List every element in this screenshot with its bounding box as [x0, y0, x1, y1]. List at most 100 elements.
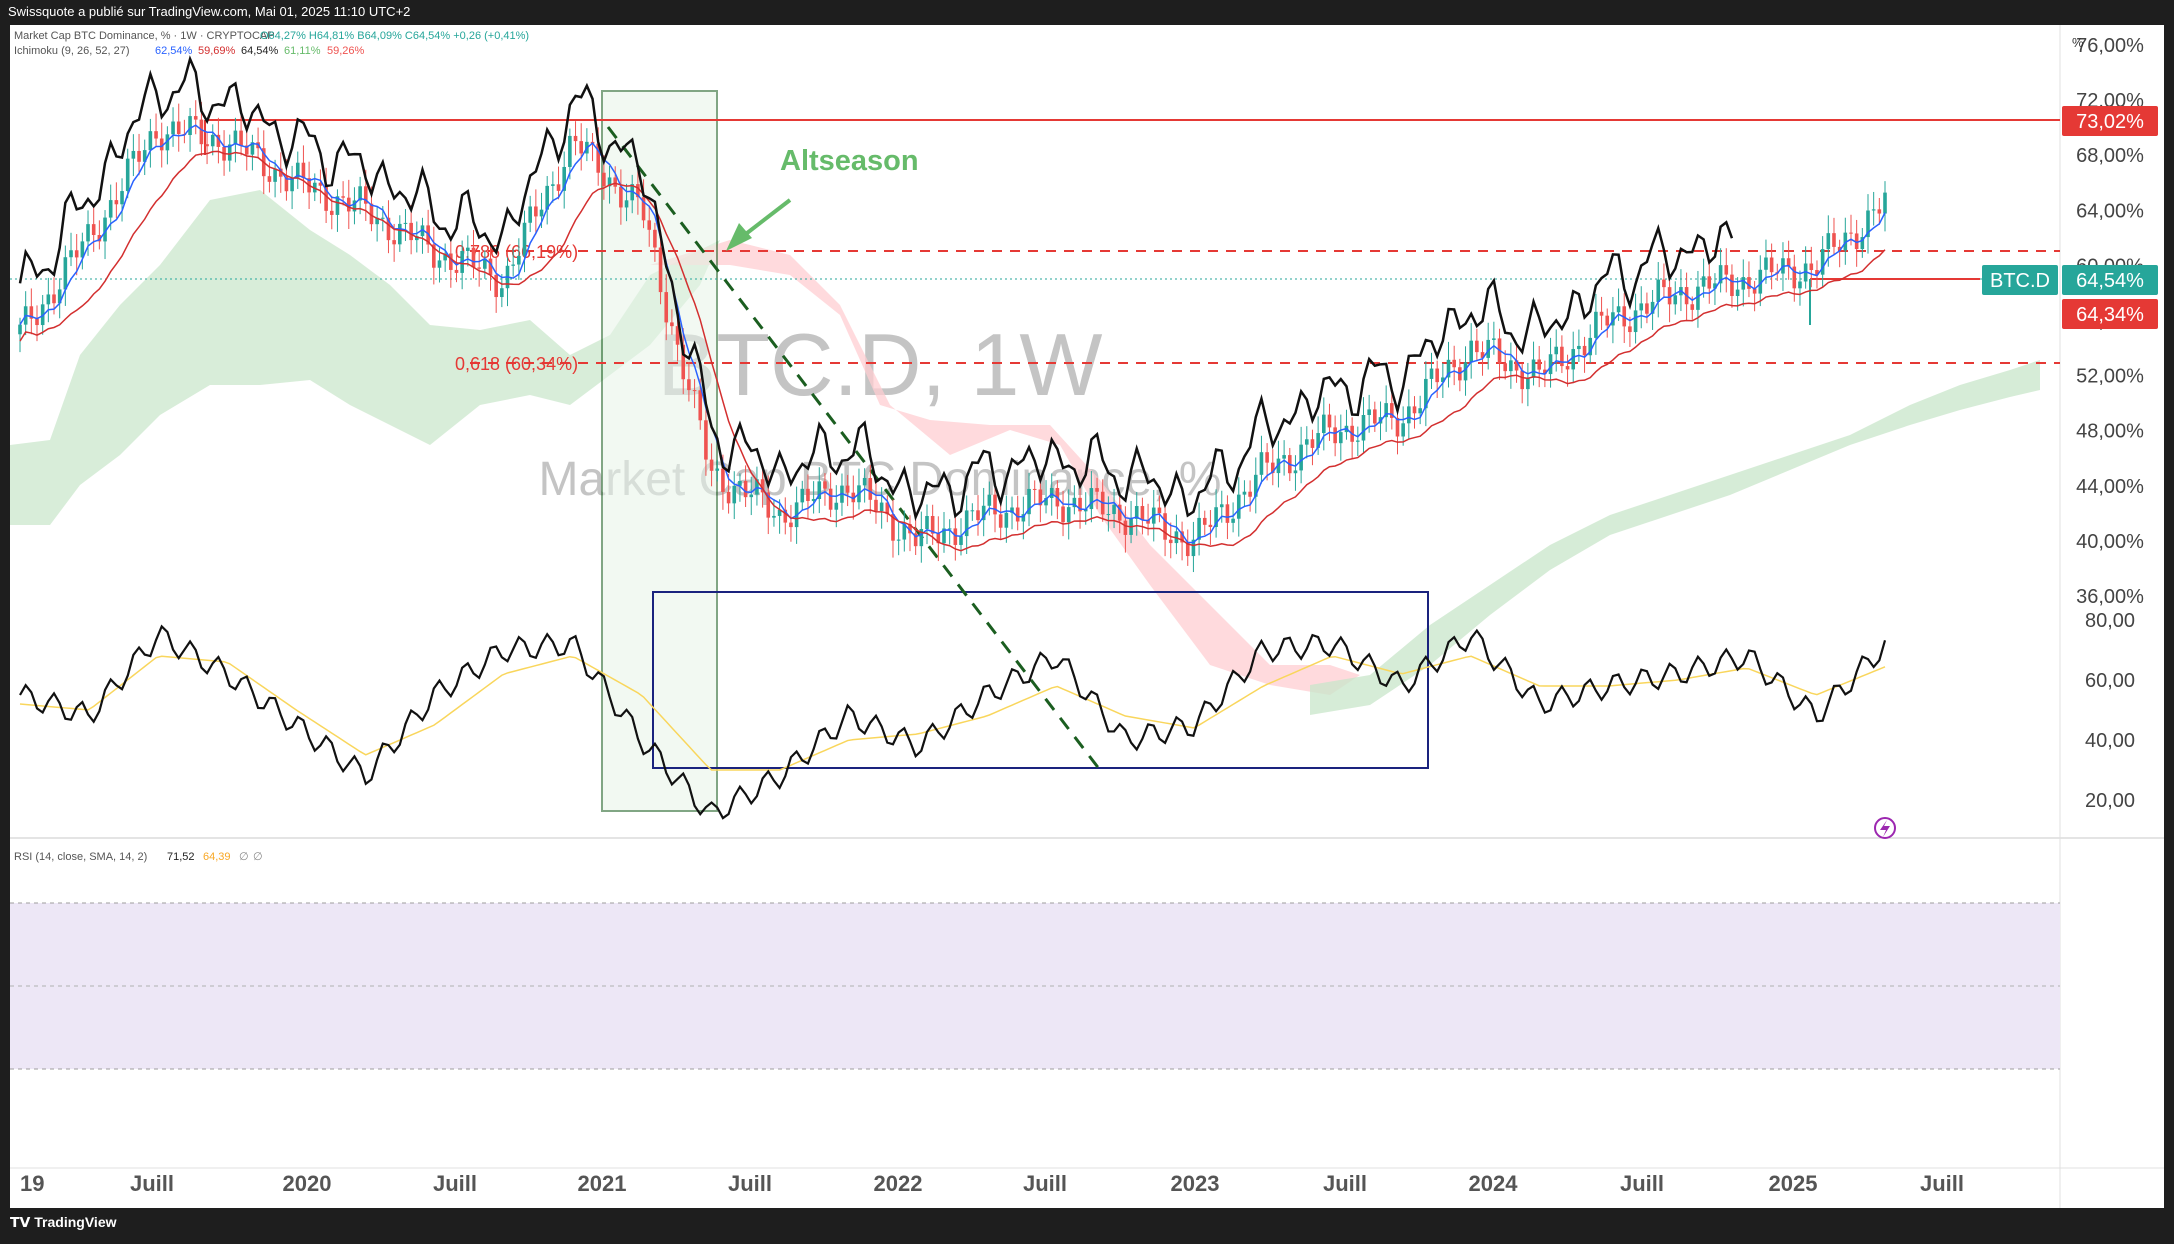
candle-body — [1463, 362, 1468, 381]
downtrend-line — [606, 126, 1102, 771]
candle-body — [766, 492, 771, 518]
candle-body — [1401, 423, 1405, 437]
candle-body — [1543, 369, 1547, 375]
candle-body — [1854, 233, 1859, 250]
price-tag-secondary: 64,34% — [2062, 299, 2158, 329]
candle-body — [1860, 237, 1865, 250]
candle-body — [834, 502, 839, 510]
main-legend-name: Market Cap BTC Dominance, % · 1W · CRYPT… — [14, 30, 275, 42]
candle-body — [1061, 506, 1065, 523]
candle-body — [188, 116, 192, 136]
candle-body — [817, 481, 822, 500]
candle-body — [1480, 352, 1485, 358]
candle-body — [964, 510, 969, 537]
candle-body — [1554, 346, 1559, 355]
chart-area[interactable]: BTC.D, 1W Market Cap BTC Dominance, % — [10, 25, 2164, 1208]
price-axis-tick: 68,00% — [2076, 145, 2144, 167]
candle-body — [1701, 276, 1706, 287]
ichimoku-legend-name: Ichimoku (9, 26, 52, 27) — [14, 45, 130, 57]
ichimoku-spanB-value: 59,26% — [327, 45, 365, 57]
candle-body — [1384, 403, 1388, 418]
candle-body — [471, 247, 476, 268]
candle-body — [1628, 326, 1632, 333]
candle-body — [1599, 311, 1604, 316]
time-axis-tick: 2023 — [1171, 1171, 1220, 1196]
candle-body — [125, 158, 130, 192]
candle-body — [738, 480, 742, 486]
candle-body — [1667, 287, 1672, 305]
lightning-icon[interactable] — [1874, 817, 1896, 839]
candle-body — [760, 479, 765, 493]
candle-body — [278, 168, 283, 177]
time-axis-tick: 19 — [20, 1171, 44, 1196]
candle-body — [1429, 368, 1434, 379]
candle-body — [148, 131, 153, 151]
candle-body — [783, 509, 788, 523]
candle-body — [199, 119, 204, 145]
candle-body — [335, 196, 340, 215]
candle-body — [602, 172, 606, 187]
candle-body — [86, 224, 90, 242]
candle-body — [171, 121, 175, 135]
chart-svg[interactable]: BTC.D, 1W Market Cap BTC Dominance, % — [10, 25, 2164, 1208]
ichimoku-tenkan-value: 62,54% — [155, 45, 193, 57]
candle-body — [1180, 531, 1184, 543]
candle-body — [1373, 409, 1377, 424]
candle-body — [806, 488, 810, 502]
time-axis-tick: 2025 — [1769, 1171, 1818, 1196]
candle-body — [704, 420, 708, 460]
candle-body — [1577, 345, 1581, 350]
time-axis-tick: 2020 — [283, 1171, 332, 1196]
price-tag-73: 73,02% — [2062, 106, 2158, 136]
candle-body — [52, 294, 56, 304]
candle-body — [1616, 306, 1621, 313]
time-axis-tick: 2022 — [874, 1171, 923, 1196]
candle-body — [137, 150, 141, 162]
candle-body — [636, 184, 640, 198]
candle-body — [942, 528, 946, 544]
candle-body — [165, 134, 170, 151]
candle-body — [1650, 301, 1655, 314]
candle-body — [1032, 488, 1037, 490]
candle-body — [1713, 283, 1717, 289]
candle-body — [1066, 507, 1071, 523]
candle-body — [244, 145, 249, 155]
candle-body — [556, 184, 561, 191]
candle-body — [216, 134, 221, 147]
candle-body — [1112, 504, 1116, 515]
candle-body — [432, 244, 436, 268]
candle-body — [358, 186, 362, 201]
tradingview-logo[interactable]: 𝗧𝗩 TradingView — [10, 1214, 117, 1231]
candle-body — [1293, 470, 1298, 474]
candle-body — [1724, 265, 1729, 275]
ichimoku-kijun-value: 59,69% — [198, 45, 236, 57]
candle-body — [845, 485, 850, 493]
candle-body — [120, 191, 124, 205]
candle-body — [1792, 266, 1797, 289]
indicator-lines — [18, 55, 1887, 820]
candle-body — [443, 253, 447, 261]
candle-body — [1537, 359, 1542, 370]
rsi-legend-name: RSI (14, close, SMA, 14, 2) — [14, 851, 147, 863]
candle-body — [483, 258, 487, 269]
ichimoku-cloud-red — [650, 240, 1360, 695]
tenkan-line — [19, 124, 1886, 544]
candle-body — [800, 488, 805, 503]
candle-body — [664, 292, 669, 323]
time-axis-tick: Juill — [1323, 1171, 1367, 1196]
time-axis-tick: Juill — [1620, 1171, 1664, 1196]
rsi-ma-line — [19, 655, 1886, 771]
candle-body — [318, 182, 323, 186]
rsi-axis[interactable]: 80,00 60,00 40,00 20,00 — [2085, 610, 2135, 812]
candle-body — [40, 304, 45, 326]
candle-body — [1764, 257, 1768, 270]
candle-body — [749, 494, 754, 498]
candle-body — [477, 267, 481, 269]
candle-body — [579, 141, 584, 154]
candle-body — [1509, 360, 1513, 372]
candle-body — [1452, 359, 1456, 368]
time-axis[interactable]: 19 Juill 2020 Juill 2021 Juill 2022 Juill 2023 Ju… — [20, 1171, 1964, 1196]
candle-body — [715, 468, 720, 471]
candle-body — [1639, 303, 1644, 311]
candle-body — [409, 222, 413, 241]
